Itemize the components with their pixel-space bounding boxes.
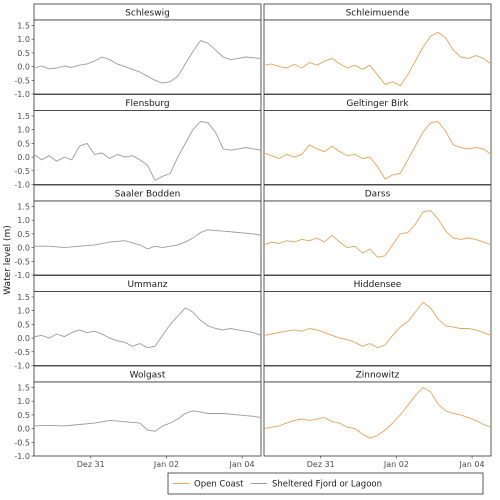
y-tick-label: -0.5 [14,76,30,85]
panel-ummanz: Ummanz -1.0 -0.5 0.0 0.5 1.0 1.5 [14,275,262,371]
y-tick-label: -1.0 [14,90,30,99]
series-line-zinnowitz [263,387,492,439]
plot-area [263,110,492,185]
x-tick-label: Dez 31 [77,460,105,469]
x-tick-label: Jan 04 [459,460,485,469]
y-tick-label: 1.0 [17,216,30,225]
x-tick-label: Dez 31 [307,460,335,469]
y-tick-label: 0.5 [17,230,30,239]
panel-title: Geltinger Birk [346,99,409,109]
panel-zinnowitz: Zinnowitz Dez 31 Jan 02 Jan 04 [263,365,492,469]
y-tick-label: 1.5 [17,293,30,302]
panel-grid: Schleswig -1.0 -0.5 0.0 0.5 1.0 1.5 Schleimuend… [14,3,492,469]
plot-area [33,291,262,366]
y-tick-label: 1.0 [17,35,30,44]
y-tick-label: 0.5 [17,49,30,58]
y-tick-label: 1.5 [17,21,30,30]
y-tick-label: -1.0 [14,181,30,190]
series-line-darss [263,210,492,258]
x-tick-label: Jan 02 [153,460,179,469]
y-tick-label: 1.0 [17,126,30,135]
y-tick-label: 1.5 [17,202,30,211]
plot-area [263,381,492,457]
series-line-schleimuende [263,31,492,87]
legend-label-open-coast: Open Coast [194,480,244,490]
y-tick-label: 0.0 [17,244,30,253]
panel-title: Ummanz [127,280,167,290]
y-tick-label: -1.0 [14,362,30,371]
panel-darss: Darss [263,184,492,276]
y-tick-label: 1.5 [17,383,30,392]
x-tick-label: Jan 02 [383,460,409,469]
panel-title: Schleswig [125,9,170,19]
y-tick-label: 1.5 [17,112,30,121]
series-line-flensburg [33,121,262,181]
panel-saaler-bodden: Saaler Bodden -1.0 -0.5 0.0 0.5 1.0 1.5 [14,184,262,280]
legend-box [167,472,484,495]
panel-flensburg: Flensburg -1.0 -0.5 0.0 0.5 1.0 1.5 [14,94,262,190]
plot-area [263,291,492,366]
panel-title: Flensburg [125,99,169,109]
plot-area [33,19,262,95]
y-tick-label: 0.5 [17,411,30,420]
panel-schleimuende: Schleimuende [263,3,492,95]
y-tick-label: -0.5 [14,438,30,447]
y-tick-label: -1.0 [14,271,30,280]
panel-schleswig: Schleswig -1.0 -0.5 0.0 0.5 1.0 1.5 [14,3,262,99]
legend-label-sheltered: Sheltered Fjord or Lagoon [272,480,382,490]
panel-title: Hiddensee [354,280,402,290]
panel-title: Saaler Bodden [115,190,181,200]
plot-area [33,110,262,185]
series-line-wolgast [33,410,262,432]
plot-area [263,200,492,276]
series-line-geltinger-birk [263,121,492,180]
panel-title: Wolgast [130,371,166,381]
series-line-schleswig [33,40,262,84]
plot-area [33,200,262,276]
x-tick-label: Jan 04 [229,460,255,469]
plot-area [263,19,492,95]
y-tick-label: 0.0 [17,63,30,72]
y-axis-label: Water level (m) [3,225,13,295]
y-tick-label: -1.0 [14,452,30,461]
y-tick-label: 1.0 [17,397,30,406]
y-tick-label: -0.5 [14,167,30,176]
panel-wolgast: Wolgast -1.0 -0.5 0.0 0.5 1.0 1.5 Dez 31 Jan 02 J… [14,365,262,469]
panel-title: Zinnowitz [356,371,400,381]
legend: Open Coast Sheltered Fjord or Lagoon [167,472,484,495]
panel-hiddensee: Hiddensee [263,275,492,366]
y-tick-label: 0.0 [17,153,30,162]
series-line-saaler-bodden [34,229,262,250]
plot-area [33,381,262,457]
panel-title: Schleimuende [346,9,410,19]
y-tick-label: 1.0 [17,307,30,316]
series-line-ummanz [33,307,262,349]
y-tick-label: 0.5 [17,139,30,148]
panel-title: Darss [365,190,391,200]
panel-geltinger-birk: Geltinger Birk [263,94,492,185]
series-line-hiddensee [263,302,492,349]
y-tick-label: 0.5 [17,320,30,329]
y-tick-label: 0.0 [17,334,30,343]
y-tick-label: -0.5 [14,257,30,266]
y-tick-label: -0.5 [14,348,30,357]
y-tick-label: 0.0 [17,425,30,434]
